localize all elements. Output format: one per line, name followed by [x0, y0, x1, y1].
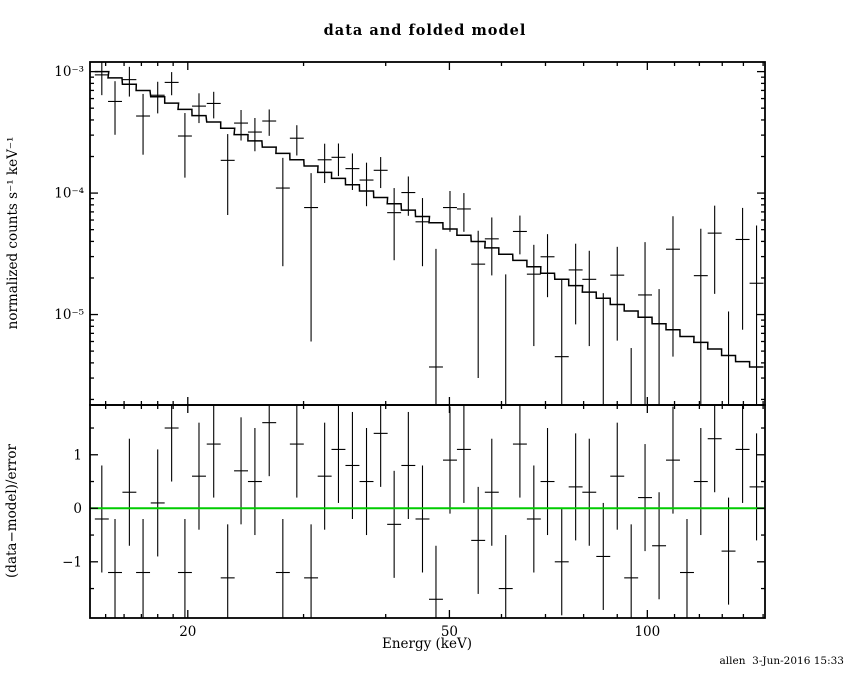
svg-text:−1: −1: [62, 554, 82, 570]
svg-text:0: 0: [73, 501, 82, 517]
svg-text:20: 20: [179, 624, 196, 640]
svg-text:100: 100: [634, 624, 660, 640]
plot-signature: allen 3-Jun-2016 15:33: [719, 655, 844, 667]
svg-text:10⁻⁴: 10⁻⁴: [54, 186, 84, 202]
svg-text:10⁻³: 10⁻³: [54, 64, 84, 80]
svg-text:50: 50: [441, 624, 458, 640]
svg-text:1: 1: [73, 447, 82, 463]
x-axis-label: Energy (keV): [381, 636, 472, 652]
chart-title: data and folded model: [323, 22, 527, 39]
svg-text:10⁻⁵: 10⁻⁵: [54, 307, 84, 323]
